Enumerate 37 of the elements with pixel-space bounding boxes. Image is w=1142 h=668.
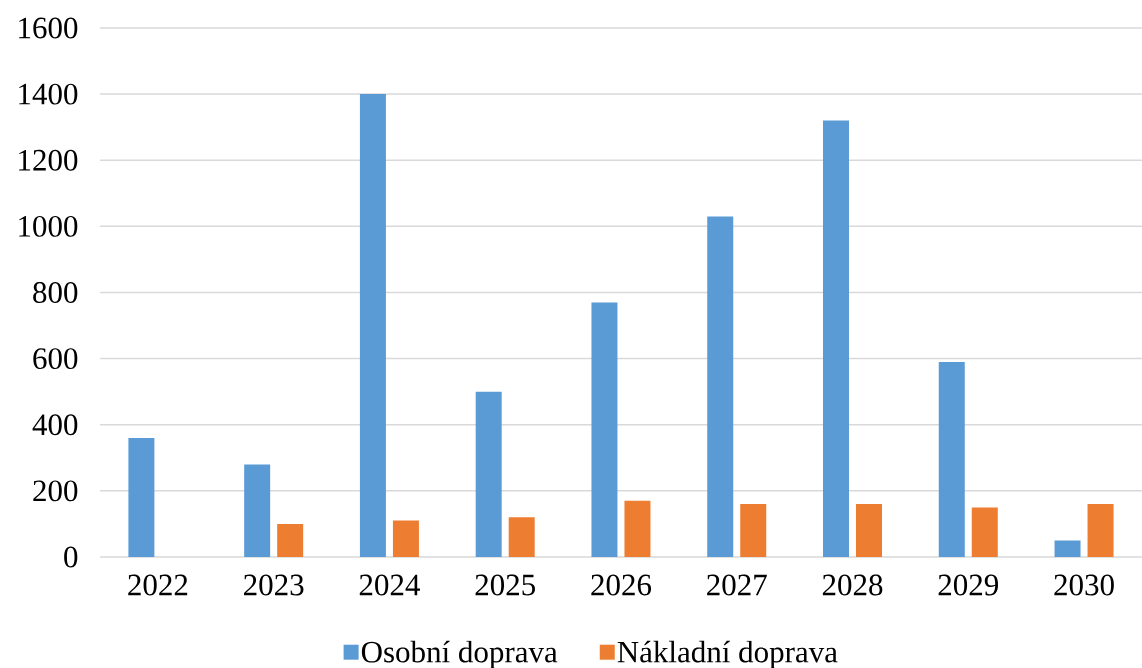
bar (277, 523, 304, 557)
bar (359, 94, 386, 557)
y-tick-label: 600 (33, 348, 78, 370)
y-tick-label: 1600 (19, 17, 78, 39)
bar (392, 520, 419, 557)
bar (938, 361, 965, 557)
bar (244, 464, 271, 557)
y-tick-label: 400 (32, 414, 78, 436)
bar (508, 517, 535, 557)
bar (475, 391, 502, 557)
y-tick-label: 800 (33, 282, 78, 303)
x-tick-label: 2024 (359, 574, 420, 596)
bar (591, 302, 618, 557)
bar (1054, 540, 1081, 557)
legend-label: Nákladní doprava (617, 640, 838, 668)
bar (740, 504, 767, 557)
x-tick-label: 2022 (128, 574, 188, 596)
y-tick-label: 1200 (19, 149, 78, 171)
x-tick-label: 2030 (1054, 574, 1114, 596)
y-tick-label: 200 (33, 480, 78, 502)
bar (1087, 504, 1114, 557)
x-tick-label: 2025 (475, 574, 535, 596)
bar (971, 507, 998, 557)
bar (823, 120, 849, 557)
bar (856, 504, 882, 557)
legend-label: Osobní doprava (361, 640, 558, 668)
bar (624, 500, 651, 557)
y-tick-label: 0 (64, 546, 78, 568)
bar (128, 437, 155, 557)
x-tick-label: 2027 (707, 574, 767, 596)
x-tick-label: 2029 (938, 574, 998, 596)
x-tick-label: 2028 (822, 574, 883, 596)
x-tick-label: 2026 (591, 574, 652, 596)
x-tick-label: 2023 (244, 574, 304, 596)
y-tick-label: 1000 (19, 215, 78, 237)
bar (707, 216, 734, 557)
y-tick-label: 1400 (19, 83, 78, 105)
